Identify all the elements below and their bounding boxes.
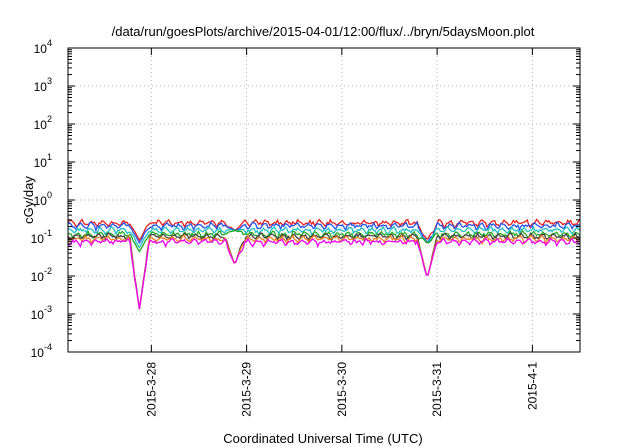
x-tick-label: 2015-3-31: [430, 362, 444, 417]
y-tick-label: 102: [34, 114, 52, 132]
series-line: [67, 225, 581, 249]
x-axis-label: Coordinated Universal Time (UTC): [223, 431, 422, 446]
y-tick-label: 10-3: [31, 304, 52, 322]
chart-title: /data/run/goesPlots/archive/2015-04-01/1…: [112, 24, 535, 39]
y-tick-label: 104: [34, 38, 52, 56]
series-group: [67, 218, 581, 310]
x-tick-label: 2015-3-30: [335, 362, 349, 417]
x-tick-labels: 2015-3-28 2015-3-29 2015-3-30 2015-3-31 2015…: [144, 362, 539, 417]
y-tick-label: 10-4: [31, 342, 52, 360]
series-line: [67, 218, 581, 242]
series-line: [67, 231, 581, 310]
x-tick-label: 2015-3-29: [240, 362, 254, 417]
series-line: [67, 233, 581, 310]
x-tick-label: 2015-3-28: [144, 362, 158, 417]
x-tick-label: 2015-4-1: [525, 362, 539, 410]
y-axis-label: cGy/day: [21, 176, 36, 224]
y-tick-label: 100: [34, 190, 52, 208]
ticks: [68, 47, 580, 353]
series-line: [67, 220, 581, 245]
y-tick-labels: 104 103 102 101 100 10-1 10-2 10-3 10-4: [31, 38, 52, 360]
y-tick-label: 10-1: [31, 228, 52, 246]
y-tick-label: 10-2: [31, 266, 52, 284]
series-line: [67, 237, 581, 310]
grid: [68, 48, 580, 352]
y-tick-label: 101: [34, 152, 52, 170]
y-tick-label: 103: [34, 76, 52, 94]
